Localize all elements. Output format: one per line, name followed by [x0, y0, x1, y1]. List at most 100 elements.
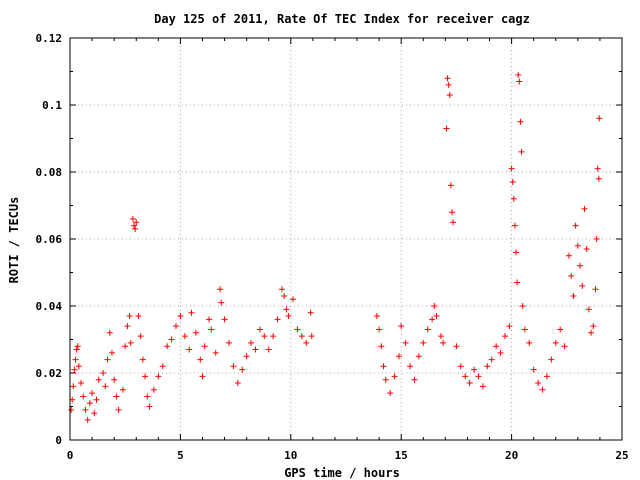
data-point [303, 339, 310, 346]
data-point [484, 363, 491, 370]
data-point [82, 406, 89, 413]
data-point [506, 323, 513, 330]
data-point [572, 222, 579, 229]
data-point [142, 373, 149, 380]
data-point [201, 343, 208, 350]
data-point [433, 313, 440, 320]
data-point [493, 343, 500, 350]
data-point [290, 296, 297, 303]
x-tick-label: 5 [177, 449, 184, 462]
data-point [429, 316, 436, 323]
data-point [380, 363, 387, 370]
data-point [579, 282, 586, 289]
data-point [115, 406, 122, 413]
x-tick-label: 25 [615, 449, 628, 462]
data-point [440, 339, 447, 346]
x-axis-label: GPS time / hours [284, 466, 400, 480]
y-tick-label: 0.06 [36, 233, 63, 246]
data-point [447, 182, 454, 189]
data-point [111, 376, 118, 383]
data-point [212, 349, 219, 356]
data-point [252, 346, 259, 353]
data-point [513, 249, 520, 256]
data-point [501, 333, 508, 340]
data-point [71, 366, 78, 373]
data-point [127, 339, 134, 346]
data-point [583, 246, 590, 253]
data-point [230, 363, 237, 370]
data-point [265, 346, 272, 353]
data-point [218, 299, 225, 306]
data-point [424, 326, 431, 333]
data-point [298, 333, 305, 340]
data-point [444, 75, 451, 82]
data-point [206, 316, 213, 323]
data-point [274, 316, 281, 323]
data-point [581, 205, 588, 212]
data-point [217, 286, 224, 293]
data-point [132, 225, 139, 232]
data-point [382, 376, 389, 383]
data-point [445, 81, 452, 88]
y-axis-label: ROTI / TECUs [7, 197, 21, 284]
data-point [93, 396, 100, 403]
data-point [181, 333, 188, 340]
data-point [391, 373, 398, 380]
data-point [407, 363, 414, 370]
data-point [376, 326, 383, 333]
data-point [91, 410, 98, 417]
data-point [462, 373, 469, 380]
data-point [577, 262, 584, 269]
data-point [595, 175, 602, 182]
grid-lines [70, 38, 622, 440]
y-tick-label: 0.08 [36, 166, 63, 179]
data-point [593, 236, 600, 242]
x-tick-label: 10 [284, 449, 297, 462]
data-point [308, 333, 315, 340]
data-point [84, 416, 91, 423]
data-point [100, 370, 107, 376]
data-point [453, 343, 460, 350]
data-point [139, 356, 146, 363]
data-point [126, 313, 133, 320]
data-point [596, 115, 603, 122]
data-point [398, 323, 405, 330]
y-tick-label: 0.12 [36, 32, 63, 45]
data-point [261, 333, 268, 340]
data-point [561, 343, 568, 350]
chart-title: Day 125 of 2011, Rate Of TEC Index for r… [154, 12, 530, 26]
data-point [168, 336, 175, 343]
data-point [199, 373, 206, 380]
data-point [102, 383, 109, 390]
data-point [557, 326, 564, 333]
data-point [543, 373, 550, 380]
data-point [515, 71, 522, 78]
data-point [514, 279, 521, 286]
data-point [197, 356, 204, 363]
data-point [535, 380, 542, 387]
data-point [133, 219, 140, 226]
data-point [570, 292, 577, 299]
x-tick-label: 20 [505, 449, 518, 462]
data-point [488, 356, 495, 363]
data-point [373, 313, 380, 320]
data-point [150, 386, 157, 393]
data-point [585, 306, 592, 313]
data-point [431, 303, 438, 309]
data-point [471, 366, 478, 373]
data-point [74, 343, 81, 350]
data-point [208, 326, 215, 333]
data-point [137, 333, 144, 340]
data-point [395, 353, 402, 360]
data-point [155, 373, 162, 380]
data-point [106, 329, 113, 336]
data-point [510, 195, 517, 202]
data-point [590, 323, 597, 330]
y-tick-label: 0 [55, 434, 62, 447]
data-point [402, 339, 409, 346]
data-point [588, 329, 595, 336]
data-point [186, 346, 193, 353]
data-point [221, 316, 228, 323]
data-point [164, 343, 171, 350]
